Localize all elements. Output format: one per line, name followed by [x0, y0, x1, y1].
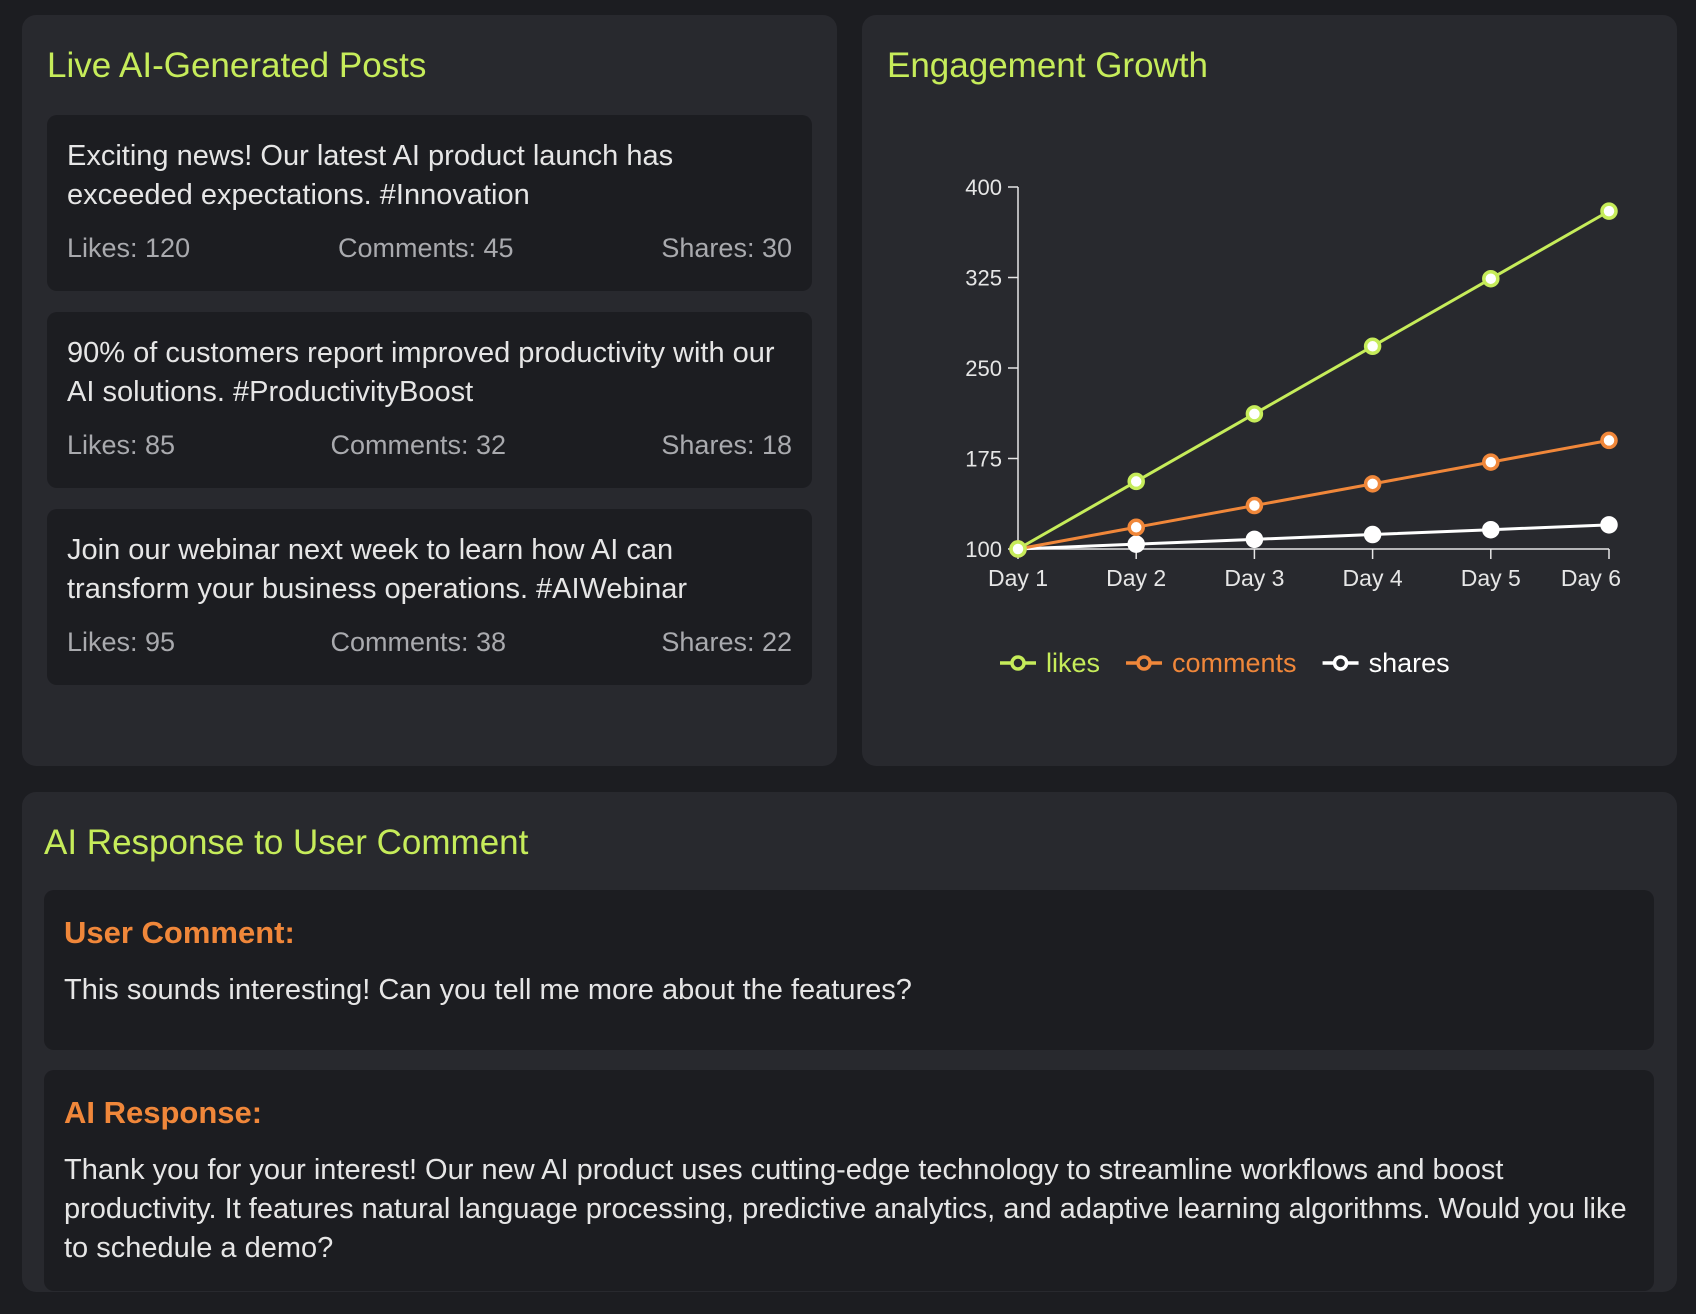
- engagement-line-chart: 100 175 250 325 400 Day 1 Day 2 Day 3 Day 4 Day 5…: [965, 175, 1621, 678]
- post-text: 90% of customers report improved product…: [67, 337, 775, 408]
- post-stats: Likes: 95 Comments: 38 Shares: 22: [67, 627, 792, 658]
- posts-panel-title: Live AI-Generated Posts: [47, 46, 427, 85]
- data-point-shares: [1245, 530, 1264, 549]
- chart-panel-title: Engagement Growth: [887, 46, 1209, 85]
- legend-marker-shares: [1332, 655, 1349, 671]
- post-text: Join our webinar next week to learn how …: [67, 534, 688, 605]
- series-line-likes: [1017, 209, 1610, 551]
- legend-label-comments: comments: [1172, 648, 1297, 678]
- series-line-shares: [1017, 523, 1610, 551]
- x-tick-label: Day 3: [1224, 565, 1284, 591]
- post-shares: Shares: 18: [661, 430, 792, 460]
- post-text: Exciting news! Our latest AI product lau…: [67, 140, 674, 211]
- x-tick-label: Day 5: [1461, 565, 1521, 591]
- post-shares: Shares: 22: [661, 627, 792, 657]
- post-comments: Comments: 38: [330, 627, 507, 657]
- x-tick-label: Day 4: [1343, 565, 1403, 591]
- data-point-shares: [1363, 525, 1382, 544]
- data-point-likes: [1127, 472, 1145, 491]
- response-panel-title: AI Response to User Comment: [44, 823, 529, 862]
- post-stats: Likes: 120 Comments: 45 Shares: 30: [67, 233, 792, 264]
- user-comment-card: User Comment: This sounds interesting! C…: [44, 890, 1654, 1050]
- legend-label-likes: likes: [1046, 648, 1100, 678]
- y-tick-label: 325: [965, 266, 1002, 291]
- ai-response-text: Thank you for your interest! Our new AI …: [64, 1154, 1627, 1265]
- legend-label-shares: shares: [1369, 648, 1450, 678]
- data-point-likes: [1009, 540, 1027, 558]
- x-tick-label: Day 6: [1561, 565, 1621, 591]
- post-comments: Comments: 45: [337, 233, 514, 263]
- series-line-comments: [1017, 438, 1610, 551]
- post-stats: Likes: 85 Comments: 32 Shares: 18: [67, 430, 792, 461]
- data-point-shares: [1127, 535, 1145, 553]
- post-shares: Shares: 30: [661, 233, 792, 263]
- posts-panel: Live AI-Generated Posts Exciting news! O…: [22, 15, 837, 766]
- data-point-likes: [1245, 405, 1264, 423]
- data-point-likes: [1600, 202, 1618, 220]
- data-point-likes: [1482, 269, 1500, 288]
- data-point-comments: [1482, 453, 1500, 471]
- data-point-comments: [1363, 475, 1382, 493]
- post-likes: Likes: 85: [67, 430, 176, 460]
- post-card[interactable]: Join our webinar next week to learn how …: [47, 509, 812, 685]
- data-point-comments: [1245, 496, 1264, 515]
- y-tick-label: 400: [965, 175, 1002, 200]
- post-card[interactable]: 90% of customers report improved product…: [47, 312, 812, 488]
- y-tick-label: 100: [965, 537, 1002, 562]
- legend-marker-comments: [1136, 655, 1152, 671]
- response-panel: AI Response to User Comment User Comment…: [22, 792, 1677, 1292]
- data-point-shares: [1482, 520, 1500, 539]
- data-point-shares: [1600, 516, 1618, 534]
- data-point-comments: [1127, 518, 1145, 537]
- ai-response-label: AI Response:: [64, 1095, 263, 1130]
- y-tick-label: 250: [965, 356, 1002, 381]
- x-tick-label: Day 2: [1106, 565, 1166, 591]
- data-point-likes: [1363, 337, 1382, 356]
- data-point-comments: [1600, 431, 1618, 450]
- post-card[interactable]: Exciting news! Our latest AI product lau…: [47, 115, 812, 291]
- chart-panel: Engagement Growth 100 175 250 325 400 Day 1 Da…: [862, 15, 1677, 766]
- post-likes: Likes: 120: [67, 233, 191, 263]
- post-likes: Likes: 95: [67, 627, 176, 657]
- user-comment-text: This sounds interesting! Can you tell me…: [64, 974, 912, 1007]
- ai-response-card: AI Response: Thank you for your interest…: [44, 1070, 1654, 1291]
- post-comments: Comments: 32: [330, 430, 507, 460]
- legend-marker-likes: [1010, 655, 1026, 671]
- y-tick-label: 175: [965, 447, 1002, 472]
- x-tick-label: Day 1: [988, 565, 1048, 591]
- user-comment-label: User Comment:: [64, 915, 295, 950]
